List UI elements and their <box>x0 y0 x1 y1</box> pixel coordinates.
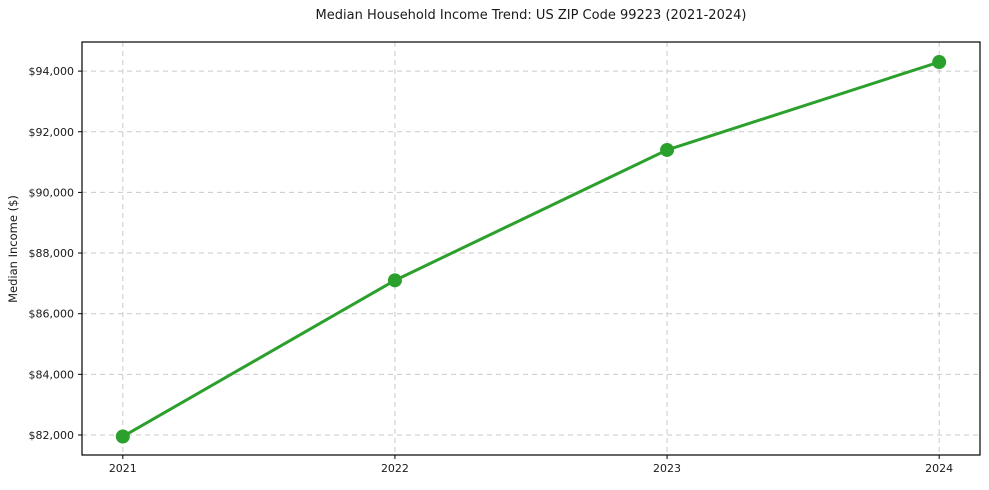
x-tick-label: 2023 <box>653 462 681 475</box>
data-point-2021 <box>115 429 130 444</box>
x-tick-label: 2024 <box>925 462 953 475</box>
chart-title: Median Household Income Trend: US ZIP Co… <box>315 8 747 23</box>
plot-border <box>81 41 981 456</box>
y-tick-label: $82,000 <box>29 429 75 442</box>
y-tick-label: $90,000 <box>29 186 75 199</box>
data-point-2022 <box>387 273 402 288</box>
data-line <box>121 60 941 439</box>
y-tick-label: $88,000 <box>29 247 75 260</box>
y-tick-label: $92,000 <box>29 126 75 139</box>
y-tick-label: $84,000 <box>29 368 75 381</box>
x-tick-label: 2022 <box>381 462 409 475</box>
y-tick-label: $86,000 <box>29 308 75 321</box>
x-tick-label: 2021 <box>109 462 137 475</box>
y-tick-label: $94,000 <box>29 65 75 78</box>
data-point-2024 <box>932 55 947 70</box>
data-point-2023 <box>660 142 675 157</box>
